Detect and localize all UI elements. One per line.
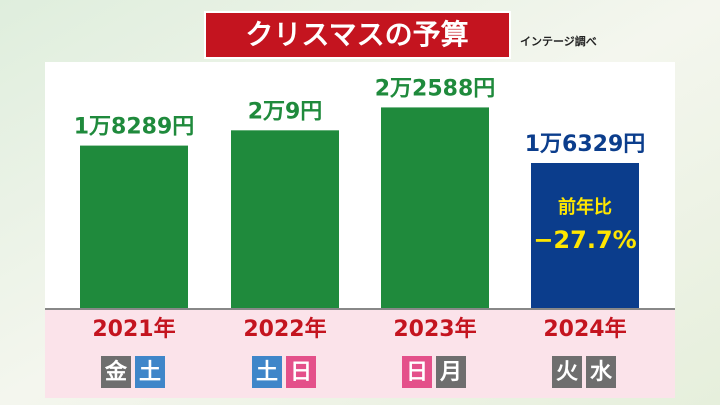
- day-badge: [286, 356, 316, 388]
- day-badge: [586, 356, 616, 388]
- value-label: 2万9円: [248, 99, 323, 124]
- value-label: 2万2588円: [375, 76, 496, 101]
- annotation: −27.7%: [533, 226, 636, 254]
- day-badge: [436, 356, 466, 388]
- bar: [531, 162, 639, 308]
- x-tick-label: 2022年: [243, 316, 326, 342]
- bar: [80, 145, 188, 308]
- x-tick-label: 2023年: [393, 316, 476, 342]
- day-label: 月: [439, 360, 462, 385]
- chart-title: クリスマスの予算: [245, 18, 468, 51]
- day-label: 土: [256, 360, 278, 385]
- day-label: 水: [590, 360, 613, 385]
- day-badge: [135, 356, 165, 388]
- day-badge: [252, 356, 282, 388]
- day-label: 火: [556, 360, 578, 385]
- day-badge: [402, 356, 432, 388]
- day-label: 土: [139, 360, 161, 385]
- annotation: 前年比: [558, 196, 612, 218]
- bar: [231, 130, 339, 308]
- title-box: [204, 11, 511, 59]
- day-badge: [552, 356, 582, 388]
- day-badge: [101, 356, 131, 388]
- day-label: 金: [104, 359, 128, 385]
- source: インテージ調べ: [520, 34, 597, 48]
- x-tick-label: 2024年: [543, 316, 626, 342]
- day-label: 日: [406, 360, 428, 385]
- x-tick-label: 2021年: [92, 316, 175, 342]
- day-label: 日: [290, 360, 312, 385]
- value-label: 1万8289円: [74, 115, 195, 140]
- value-label: 1万6329円: [525, 132, 646, 157]
- bar: [381, 107, 489, 309]
